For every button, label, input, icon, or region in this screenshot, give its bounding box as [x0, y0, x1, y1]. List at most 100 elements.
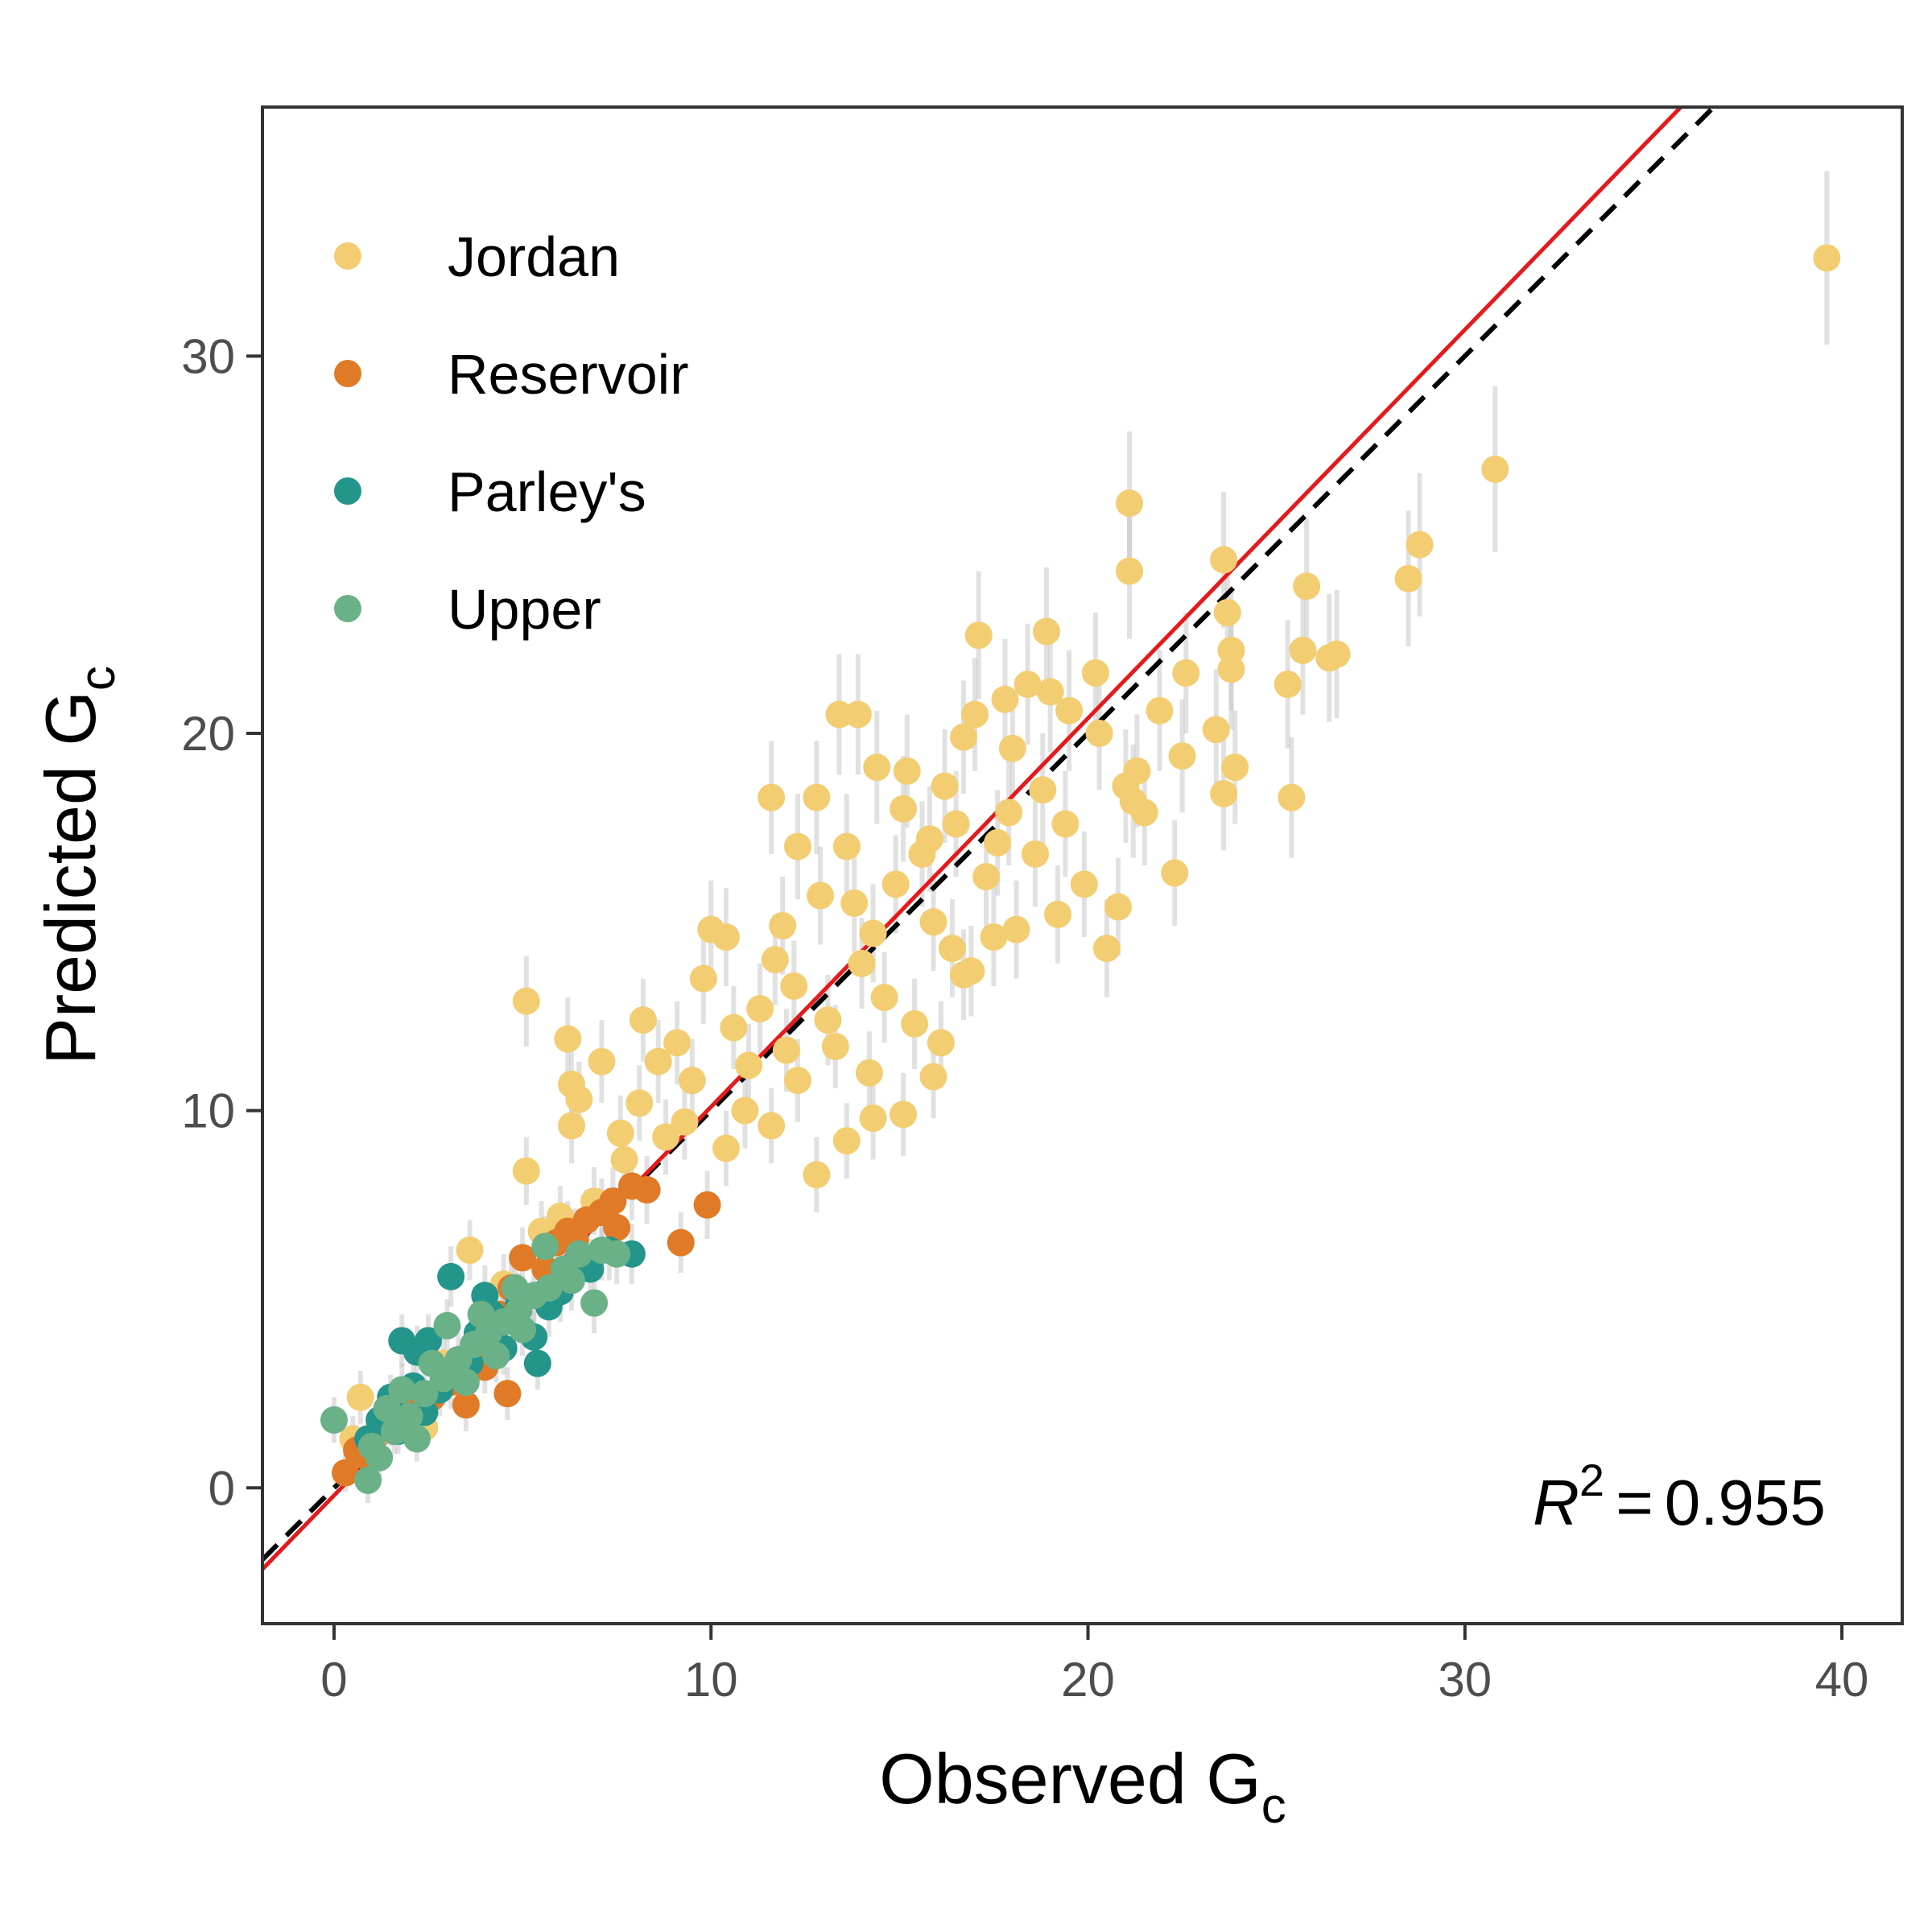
data-point — [931, 772, 959, 800]
data-point — [1044, 900, 1072, 928]
data-point — [554, 1025, 582, 1053]
data-point — [881, 870, 910, 898]
data-point — [354, 1466, 382, 1494]
legend-key — [334, 477, 361, 505]
data-point — [693, 1191, 721, 1219]
data-point — [606, 1119, 634, 1147]
series-jordan — [339, 244, 1841, 1453]
data-point — [452, 1391, 480, 1419]
data-point — [1092, 935, 1121, 963]
data-point — [761, 946, 789, 974]
data-point — [803, 783, 831, 811]
data-point — [870, 984, 898, 1012]
data-point — [1278, 783, 1306, 811]
data-point — [395, 1402, 423, 1430]
data-point — [1033, 617, 1061, 646]
r-squared-annotation: R2 = 0.955 — [1533, 1455, 1826, 1538]
data-point — [629, 1006, 657, 1034]
data-point — [859, 919, 887, 947]
legend-label: Parley's — [448, 460, 646, 523]
legend-key — [334, 360, 361, 387]
data-point — [402, 1425, 431, 1453]
data-point — [644, 1047, 672, 1075]
y-tick-label: 0 — [208, 1461, 235, 1515]
data-point — [1051, 810, 1080, 838]
data-point — [1202, 716, 1230, 744]
data-point — [769, 911, 797, 939]
data-point — [803, 1161, 831, 1189]
legend-label: Reservoir — [448, 343, 689, 406]
data-point — [1036, 678, 1064, 706]
data-point — [617, 1172, 646, 1200]
data-point — [531, 1232, 559, 1261]
data-point — [1217, 655, 1245, 683]
data-point — [1293, 572, 1321, 601]
x-tick-label: 30 — [1438, 1653, 1492, 1707]
data-point — [1029, 776, 1057, 804]
data-point — [671, 1108, 699, 1136]
data-point — [998, 734, 1026, 762]
data-point — [667, 1228, 695, 1257]
data-point — [855, 1059, 883, 1087]
data-point — [1119, 787, 1147, 815]
data-point — [1081, 658, 1109, 687]
legend-item: Reservoir — [334, 343, 689, 406]
data-point — [942, 810, 970, 838]
data-point — [980, 923, 1008, 952]
data-point — [919, 1063, 947, 1091]
data-point — [433, 1311, 461, 1340]
y-axis: 0 10 20 30 — [181, 329, 262, 1515]
data-point — [972, 863, 1001, 891]
data-point — [663, 1029, 691, 1057]
data-point — [832, 832, 861, 861]
data-point — [712, 923, 740, 952]
legend: Jordan Reservoir Parley's Upper — [334, 225, 689, 641]
data-point — [1116, 557, 1144, 585]
data-point — [512, 987, 540, 1015]
r-squared-value: 0.955 — [1665, 1467, 1826, 1538]
series-upper — [320, 1232, 631, 1494]
data-points — [320, 244, 1841, 1494]
data-point — [373, 1394, 401, 1422]
data-point — [467, 1300, 495, 1328]
data-point — [807, 881, 835, 910]
data-point — [995, 799, 1023, 827]
data-point — [565, 1085, 593, 1113]
data-point — [1002, 915, 1030, 943]
data-point — [320, 1406, 348, 1434]
data-point — [689, 964, 717, 993]
r-squared-exponent: 2 — [1579, 1455, 1604, 1505]
data-point — [949, 723, 977, 751]
data-point — [844, 700, 872, 729]
data-point — [1221, 753, 1249, 782]
x-tick-label: 40 — [1815, 1653, 1869, 1707]
data-point — [1123, 757, 1151, 785]
data-point — [346, 1383, 374, 1411]
data-point — [949, 960, 977, 989]
data-point — [848, 949, 876, 977]
data-point — [720, 1013, 748, 1042]
data-point — [1055, 696, 1084, 724]
data-point — [535, 1274, 563, 1302]
data-point — [814, 1006, 842, 1034]
data-point — [501, 1274, 529, 1302]
data-point — [893, 757, 921, 785]
data-point — [482, 1342, 510, 1370]
data-point — [603, 1213, 631, 1241]
data-point — [783, 1067, 811, 1095]
data-point — [452, 1368, 480, 1397]
data-point — [1394, 564, 1422, 592]
y-tick-label: 10 — [181, 1084, 235, 1138]
data-point — [509, 1315, 537, 1344]
data-point — [678, 1067, 706, 1095]
data-point — [938, 935, 966, 963]
data-point — [890, 1100, 918, 1129]
data-point — [603, 1240, 631, 1268]
legend-item: Jordan — [334, 225, 620, 288]
data-point — [927, 1029, 955, 1057]
data-point — [625, 1089, 654, 1117]
x-axis-title-main: Observed G — [879, 1739, 1261, 1818]
data-point — [580, 1289, 609, 1317]
data-point — [758, 783, 786, 811]
